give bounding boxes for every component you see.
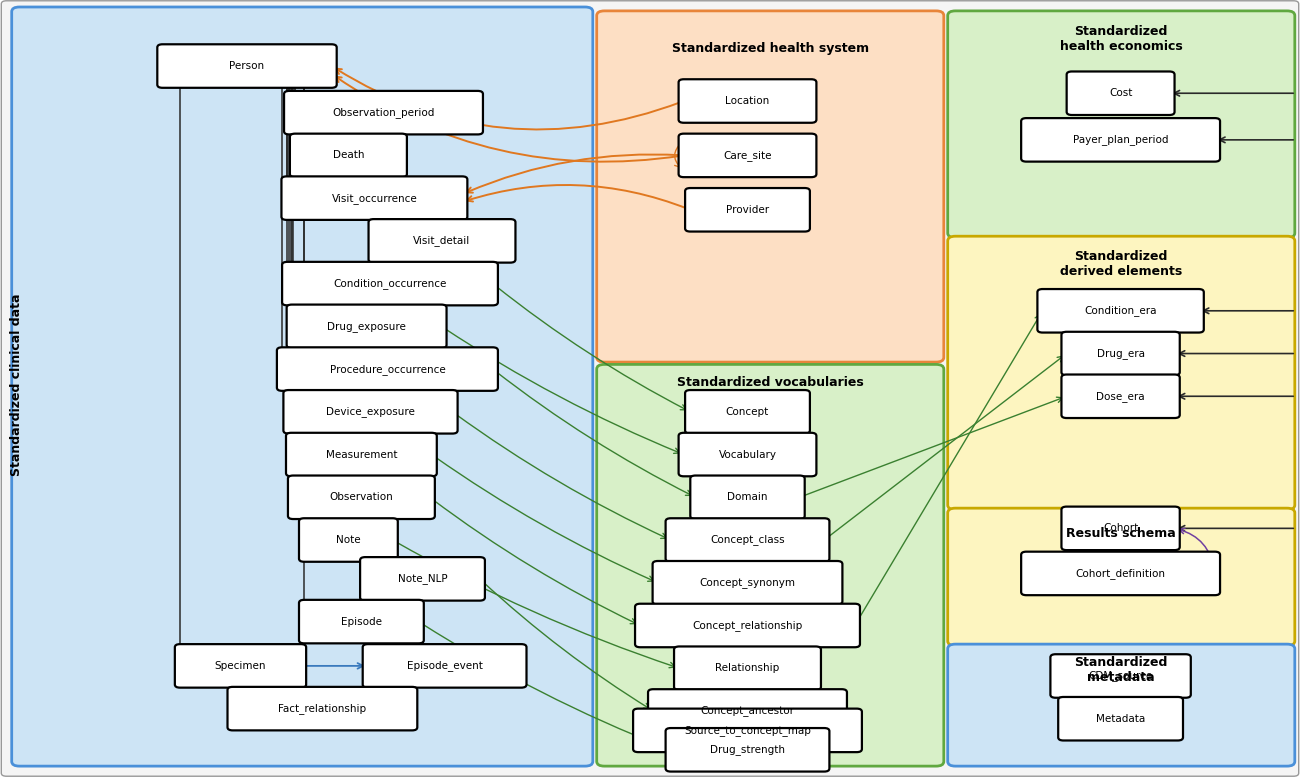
FancyBboxPatch shape <box>1067 71 1175 115</box>
FancyBboxPatch shape <box>12 7 593 766</box>
FancyBboxPatch shape <box>666 728 829 772</box>
Text: Cohort: Cohort <box>1102 524 1139 533</box>
Text: Procedure_occurrence: Procedure_occurrence <box>329 364 446 375</box>
FancyBboxPatch shape <box>666 518 829 562</box>
FancyBboxPatch shape <box>673 646 822 690</box>
Text: Device_exposure: Device_exposure <box>326 406 415 417</box>
FancyBboxPatch shape <box>634 604 861 647</box>
Text: Episode: Episode <box>341 617 382 626</box>
FancyBboxPatch shape <box>679 433 816 476</box>
FancyBboxPatch shape <box>283 390 458 434</box>
FancyBboxPatch shape <box>679 134 816 177</box>
Text: Location: Location <box>725 96 770 106</box>
FancyBboxPatch shape <box>360 557 485 601</box>
Text: Vocabulary: Vocabulary <box>719 450 776 459</box>
Text: Cohort_definition: Cohort_definition <box>1075 568 1166 579</box>
FancyBboxPatch shape <box>948 236 1295 510</box>
FancyBboxPatch shape <box>363 644 526 688</box>
FancyBboxPatch shape <box>647 689 848 733</box>
FancyBboxPatch shape <box>948 508 1295 646</box>
FancyBboxPatch shape <box>282 262 498 305</box>
Text: Standardized
health economics: Standardized health economics <box>1060 25 1183 53</box>
FancyBboxPatch shape <box>1061 375 1180 418</box>
Text: Note_NLP: Note_NLP <box>398 573 447 584</box>
Text: Death: Death <box>333 151 364 160</box>
Text: Dose_era: Dose_era <box>1096 391 1145 402</box>
Text: Drug_exposure: Drug_exposure <box>328 321 406 332</box>
Text: Relationship: Relationship <box>715 664 780 673</box>
FancyBboxPatch shape <box>1061 507 1180 550</box>
Text: Standardized clinical data: Standardized clinical data <box>10 294 23 476</box>
Text: Fact_relationship: Fact_relationship <box>278 703 367 714</box>
Text: Standardized vocabularies: Standardized vocabularies <box>677 376 863 388</box>
FancyBboxPatch shape <box>685 390 810 434</box>
FancyBboxPatch shape <box>1022 552 1219 595</box>
Text: Condition_occurrence: Condition_occurrence <box>333 278 447 289</box>
FancyBboxPatch shape <box>286 305 447 348</box>
Text: Concept_class: Concept_class <box>710 535 785 545</box>
FancyBboxPatch shape <box>1061 332 1180 375</box>
FancyBboxPatch shape <box>1022 118 1219 162</box>
FancyBboxPatch shape <box>157 44 337 88</box>
Text: Concept_ancestor: Concept_ancestor <box>701 706 794 716</box>
Text: Cost: Cost <box>1109 89 1132 98</box>
Text: Note: Note <box>337 535 360 545</box>
FancyBboxPatch shape <box>299 518 398 562</box>
Text: Condition_era: Condition_era <box>1084 305 1157 316</box>
Text: Observation: Observation <box>329 493 394 502</box>
FancyBboxPatch shape <box>1037 289 1204 333</box>
Text: Results schema: Results schema <box>1066 528 1176 540</box>
FancyBboxPatch shape <box>633 709 862 752</box>
Text: Metadata: Metadata <box>1096 714 1145 723</box>
FancyBboxPatch shape <box>174 644 307 688</box>
Text: CDM_source: CDM_source <box>1088 671 1153 681</box>
Text: Care_site: Care_site <box>723 150 772 161</box>
Text: Drug_strength: Drug_strength <box>710 744 785 755</box>
Text: Person: Person <box>229 61 265 71</box>
Text: Drug_era: Drug_era <box>1097 348 1144 359</box>
FancyBboxPatch shape <box>690 476 805 519</box>
Text: Episode_event: Episode_event <box>407 660 482 671</box>
Text: Concept_synonym: Concept_synonym <box>699 577 796 588</box>
FancyBboxPatch shape <box>369 219 515 263</box>
Text: Visit_occurrence: Visit_occurrence <box>332 193 417 204</box>
Text: Visit_detail: Visit_detail <box>413 235 471 246</box>
Text: Payer_plan_period: Payer_plan_period <box>1072 134 1169 145</box>
Text: Concept_relationship: Concept_relationship <box>693 620 802 631</box>
FancyBboxPatch shape <box>289 476 434 519</box>
FancyBboxPatch shape <box>948 11 1295 238</box>
FancyBboxPatch shape <box>286 433 437 476</box>
FancyBboxPatch shape <box>1050 654 1191 698</box>
Text: Observation_period: Observation_period <box>333 107 434 118</box>
FancyBboxPatch shape <box>597 11 944 362</box>
Text: Measurement: Measurement <box>325 450 398 459</box>
FancyBboxPatch shape <box>948 644 1295 766</box>
FancyBboxPatch shape <box>277 347 498 391</box>
FancyBboxPatch shape <box>281 176 468 220</box>
Text: Source_to_concept_map: Source_to_concept_map <box>684 725 811 736</box>
FancyBboxPatch shape <box>290 134 407 177</box>
FancyBboxPatch shape <box>653 561 842 605</box>
Text: Domain: Domain <box>727 493 768 502</box>
Text: Standardized
derived elements: Standardized derived elements <box>1060 250 1183 278</box>
Text: Concept: Concept <box>725 407 770 416</box>
FancyBboxPatch shape <box>685 188 810 232</box>
FancyBboxPatch shape <box>679 79 816 123</box>
Text: Specimen: Specimen <box>214 661 266 671</box>
FancyBboxPatch shape <box>299 600 424 643</box>
FancyBboxPatch shape <box>283 91 482 134</box>
Text: Standardized health system: Standardized health system <box>672 42 868 54</box>
Text: Standardized
metadata: Standardized metadata <box>1075 656 1167 684</box>
FancyBboxPatch shape <box>227 687 417 730</box>
FancyBboxPatch shape <box>1058 697 1183 740</box>
FancyBboxPatch shape <box>597 364 944 766</box>
Text: Provider: Provider <box>725 205 770 214</box>
